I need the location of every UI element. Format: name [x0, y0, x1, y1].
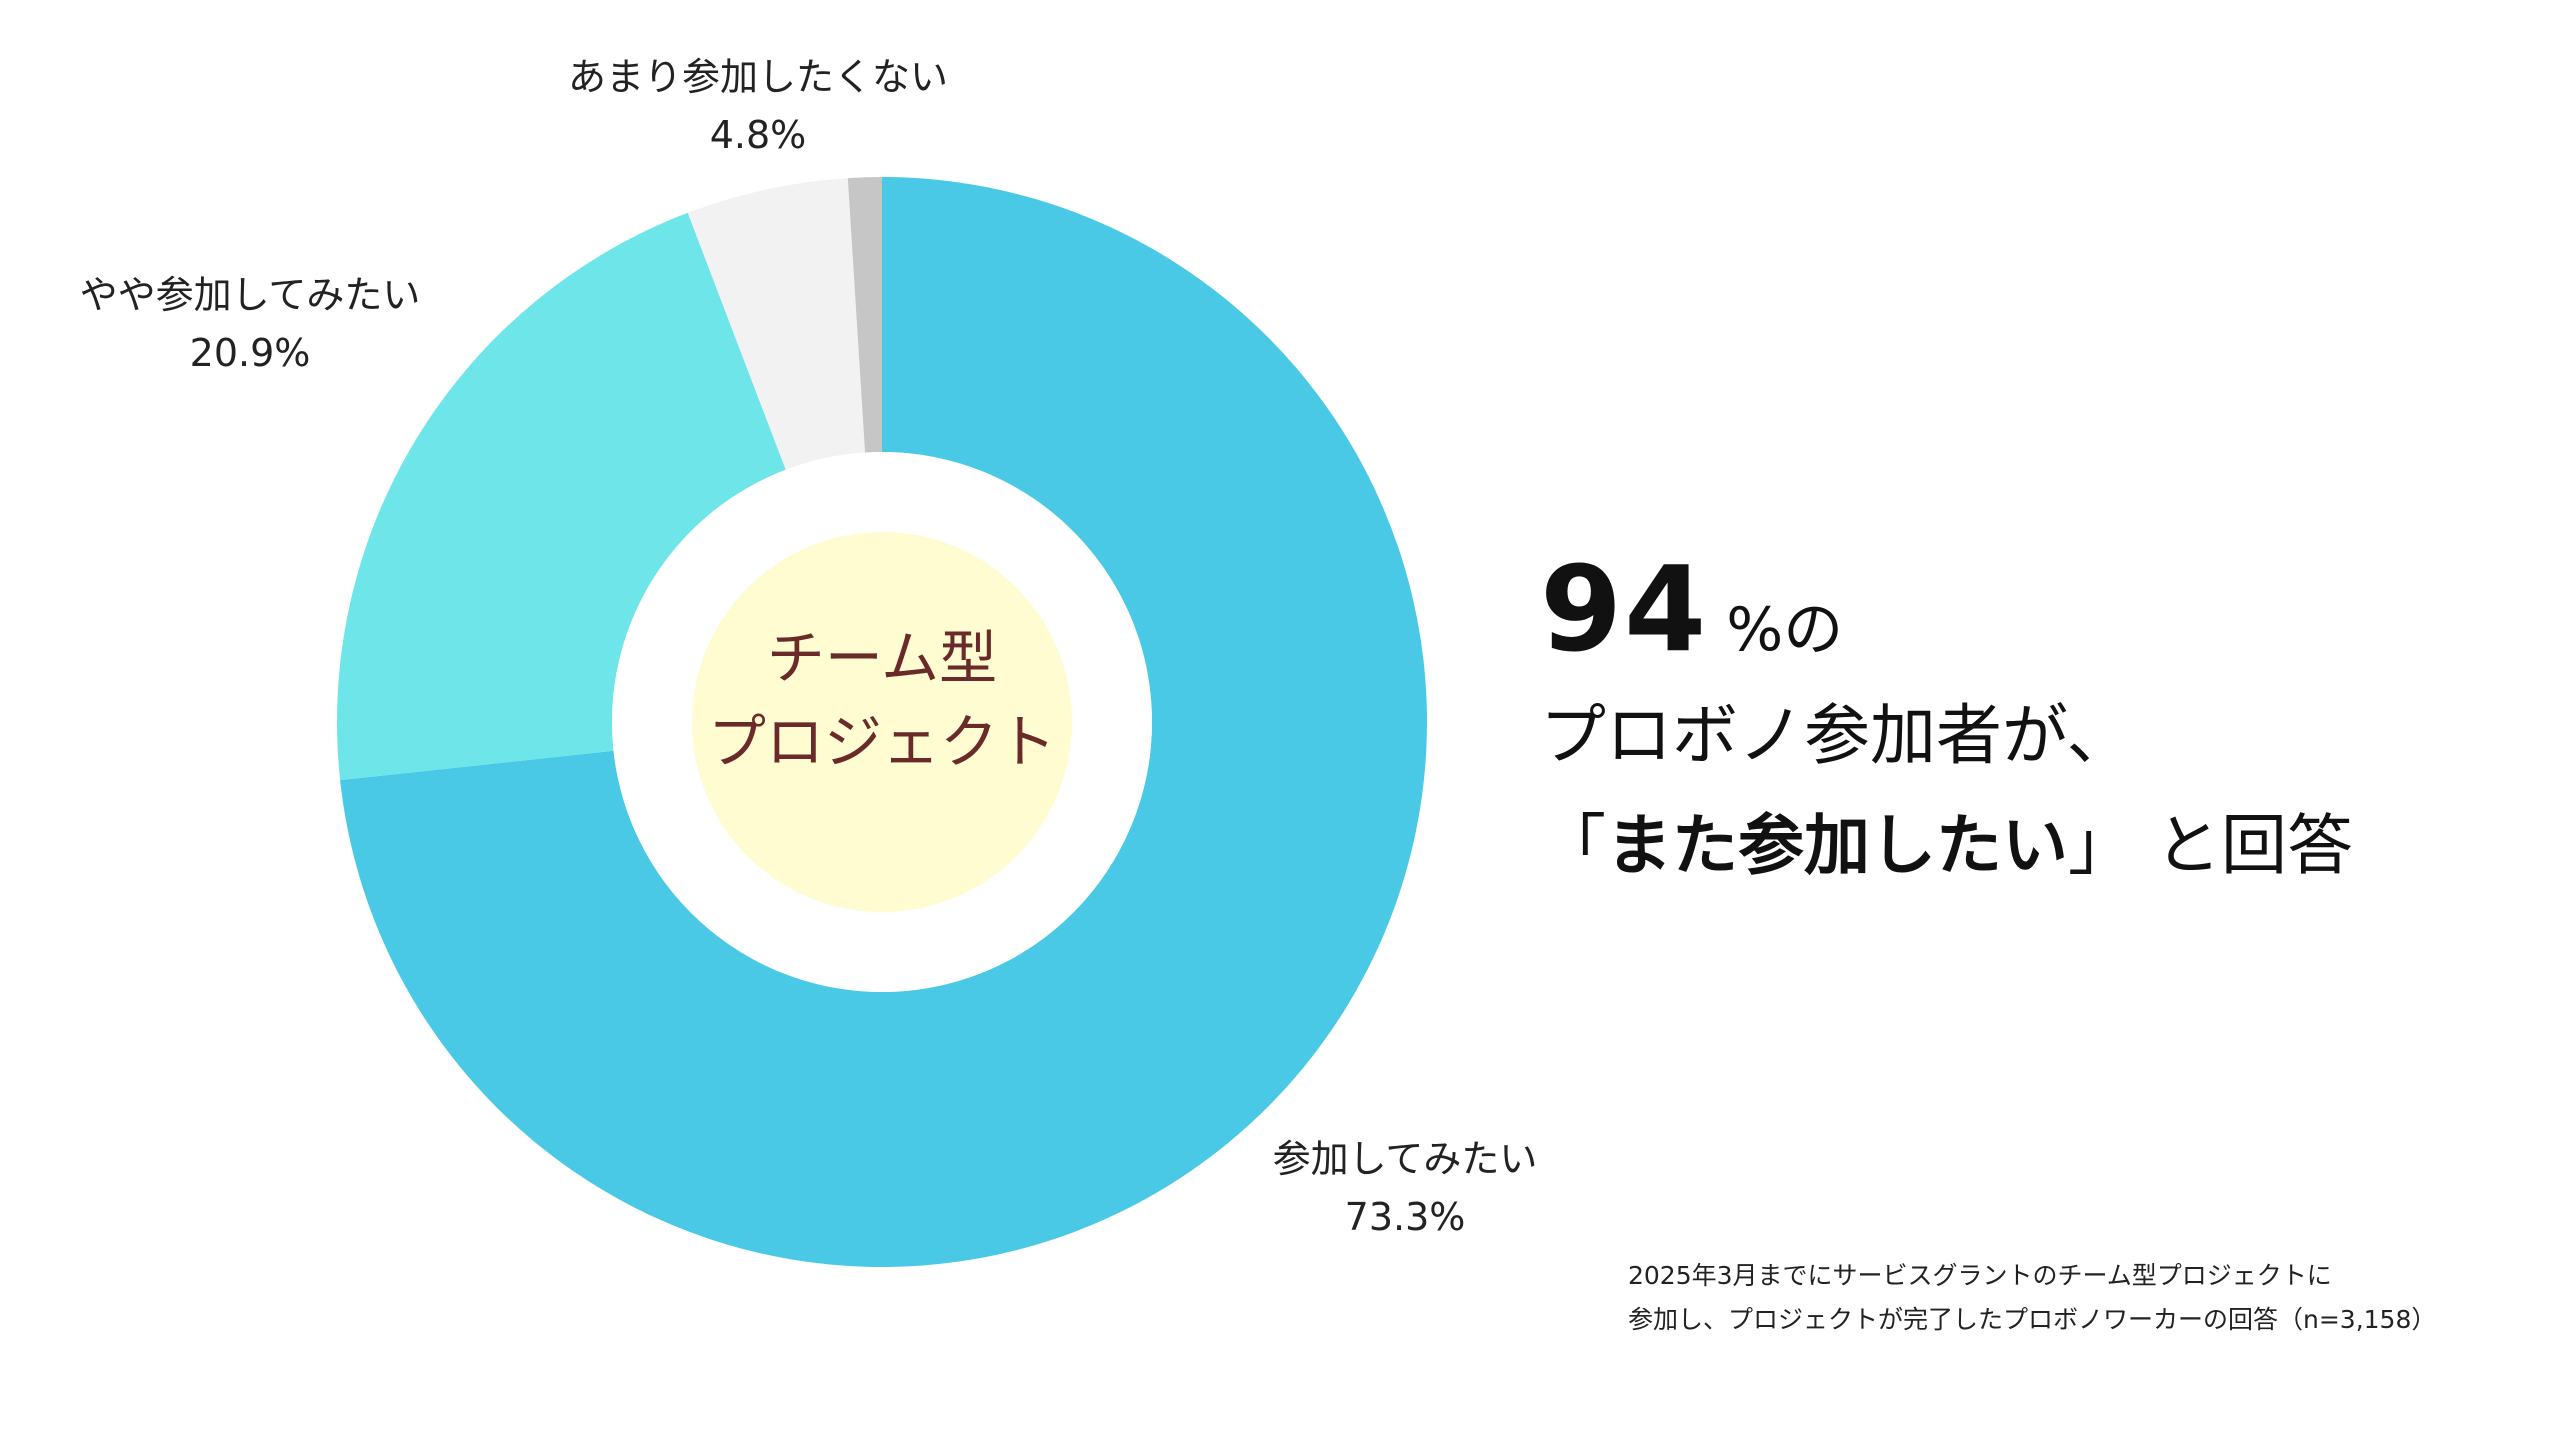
slice-label-1: 参加してみたい [1273, 1137, 1538, 1181]
slice-value-label-1: 73.3% [1345, 1195, 1466, 1239]
slice-label-3: あまり参加したくない [568, 55, 948, 99]
donut-slice-4 [847, 177, 882, 453]
donut-chart: チーム型 プロジェクト 参加してみたい 73.3% やや参加してみたい 20.9% あま… [80, 55, 1538, 1267]
footnote-line1: 2025年3月までにサービスグラントのチーム型プロジェクトに [1628, 1261, 2332, 1290]
headline: 94 %の プロボノ参加者が、 「また参加したい」 と回答 [1540, 540, 2540, 888]
slice-labels: 参加してみたい 73.3% やや参加してみたい 20.9% あまり参加したくない 4.8% [80, 55, 1538, 1239]
center-badge [692, 532, 1072, 912]
donut-slice-2 [337, 212, 786, 781]
footnote: 2025年3月までにサービスグラントのチーム型プロジェクトに 参加し、プロジェク… [1628, 1254, 2528, 1342]
headline-number: 94 [1540, 540, 1709, 678]
quote-text: また参加したい [1606, 807, 2068, 884]
donut-slices [337, 177, 1427, 1267]
donut-slice-1 [340, 177, 1427, 1267]
headline-line2: プロボノ参加者が、 [1540, 697, 2133, 774]
donut-slice-3 [687, 178, 866, 470]
headline-stat: 94 %の [1540, 540, 2540, 678]
slice-value-label-3: 4.8% [710, 113, 807, 157]
slice-label-2: やや参加してみたい [80, 273, 421, 317]
quote-open: 「 [1540, 807, 1606, 884]
quote-close: 」 [2068, 807, 2134, 884]
headline-line3-tail: と回答 [2154, 807, 2353, 884]
center-label-line1: チーム型 [767, 624, 997, 692]
headline-line3: 「また参加したい」 と回答 [1540, 792, 2540, 888]
footnote-line2: 参加し、プロジェクトが完了したプロボノワーカーの回答（n=3,158） [1628, 1305, 2437, 1334]
center-label-line2: プロジェクト [708, 708, 1056, 776]
headline-number-suffix: %の [1726, 595, 1844, 665]
slice-value-label-2: 20.9% [190, 331, 311, 375]
